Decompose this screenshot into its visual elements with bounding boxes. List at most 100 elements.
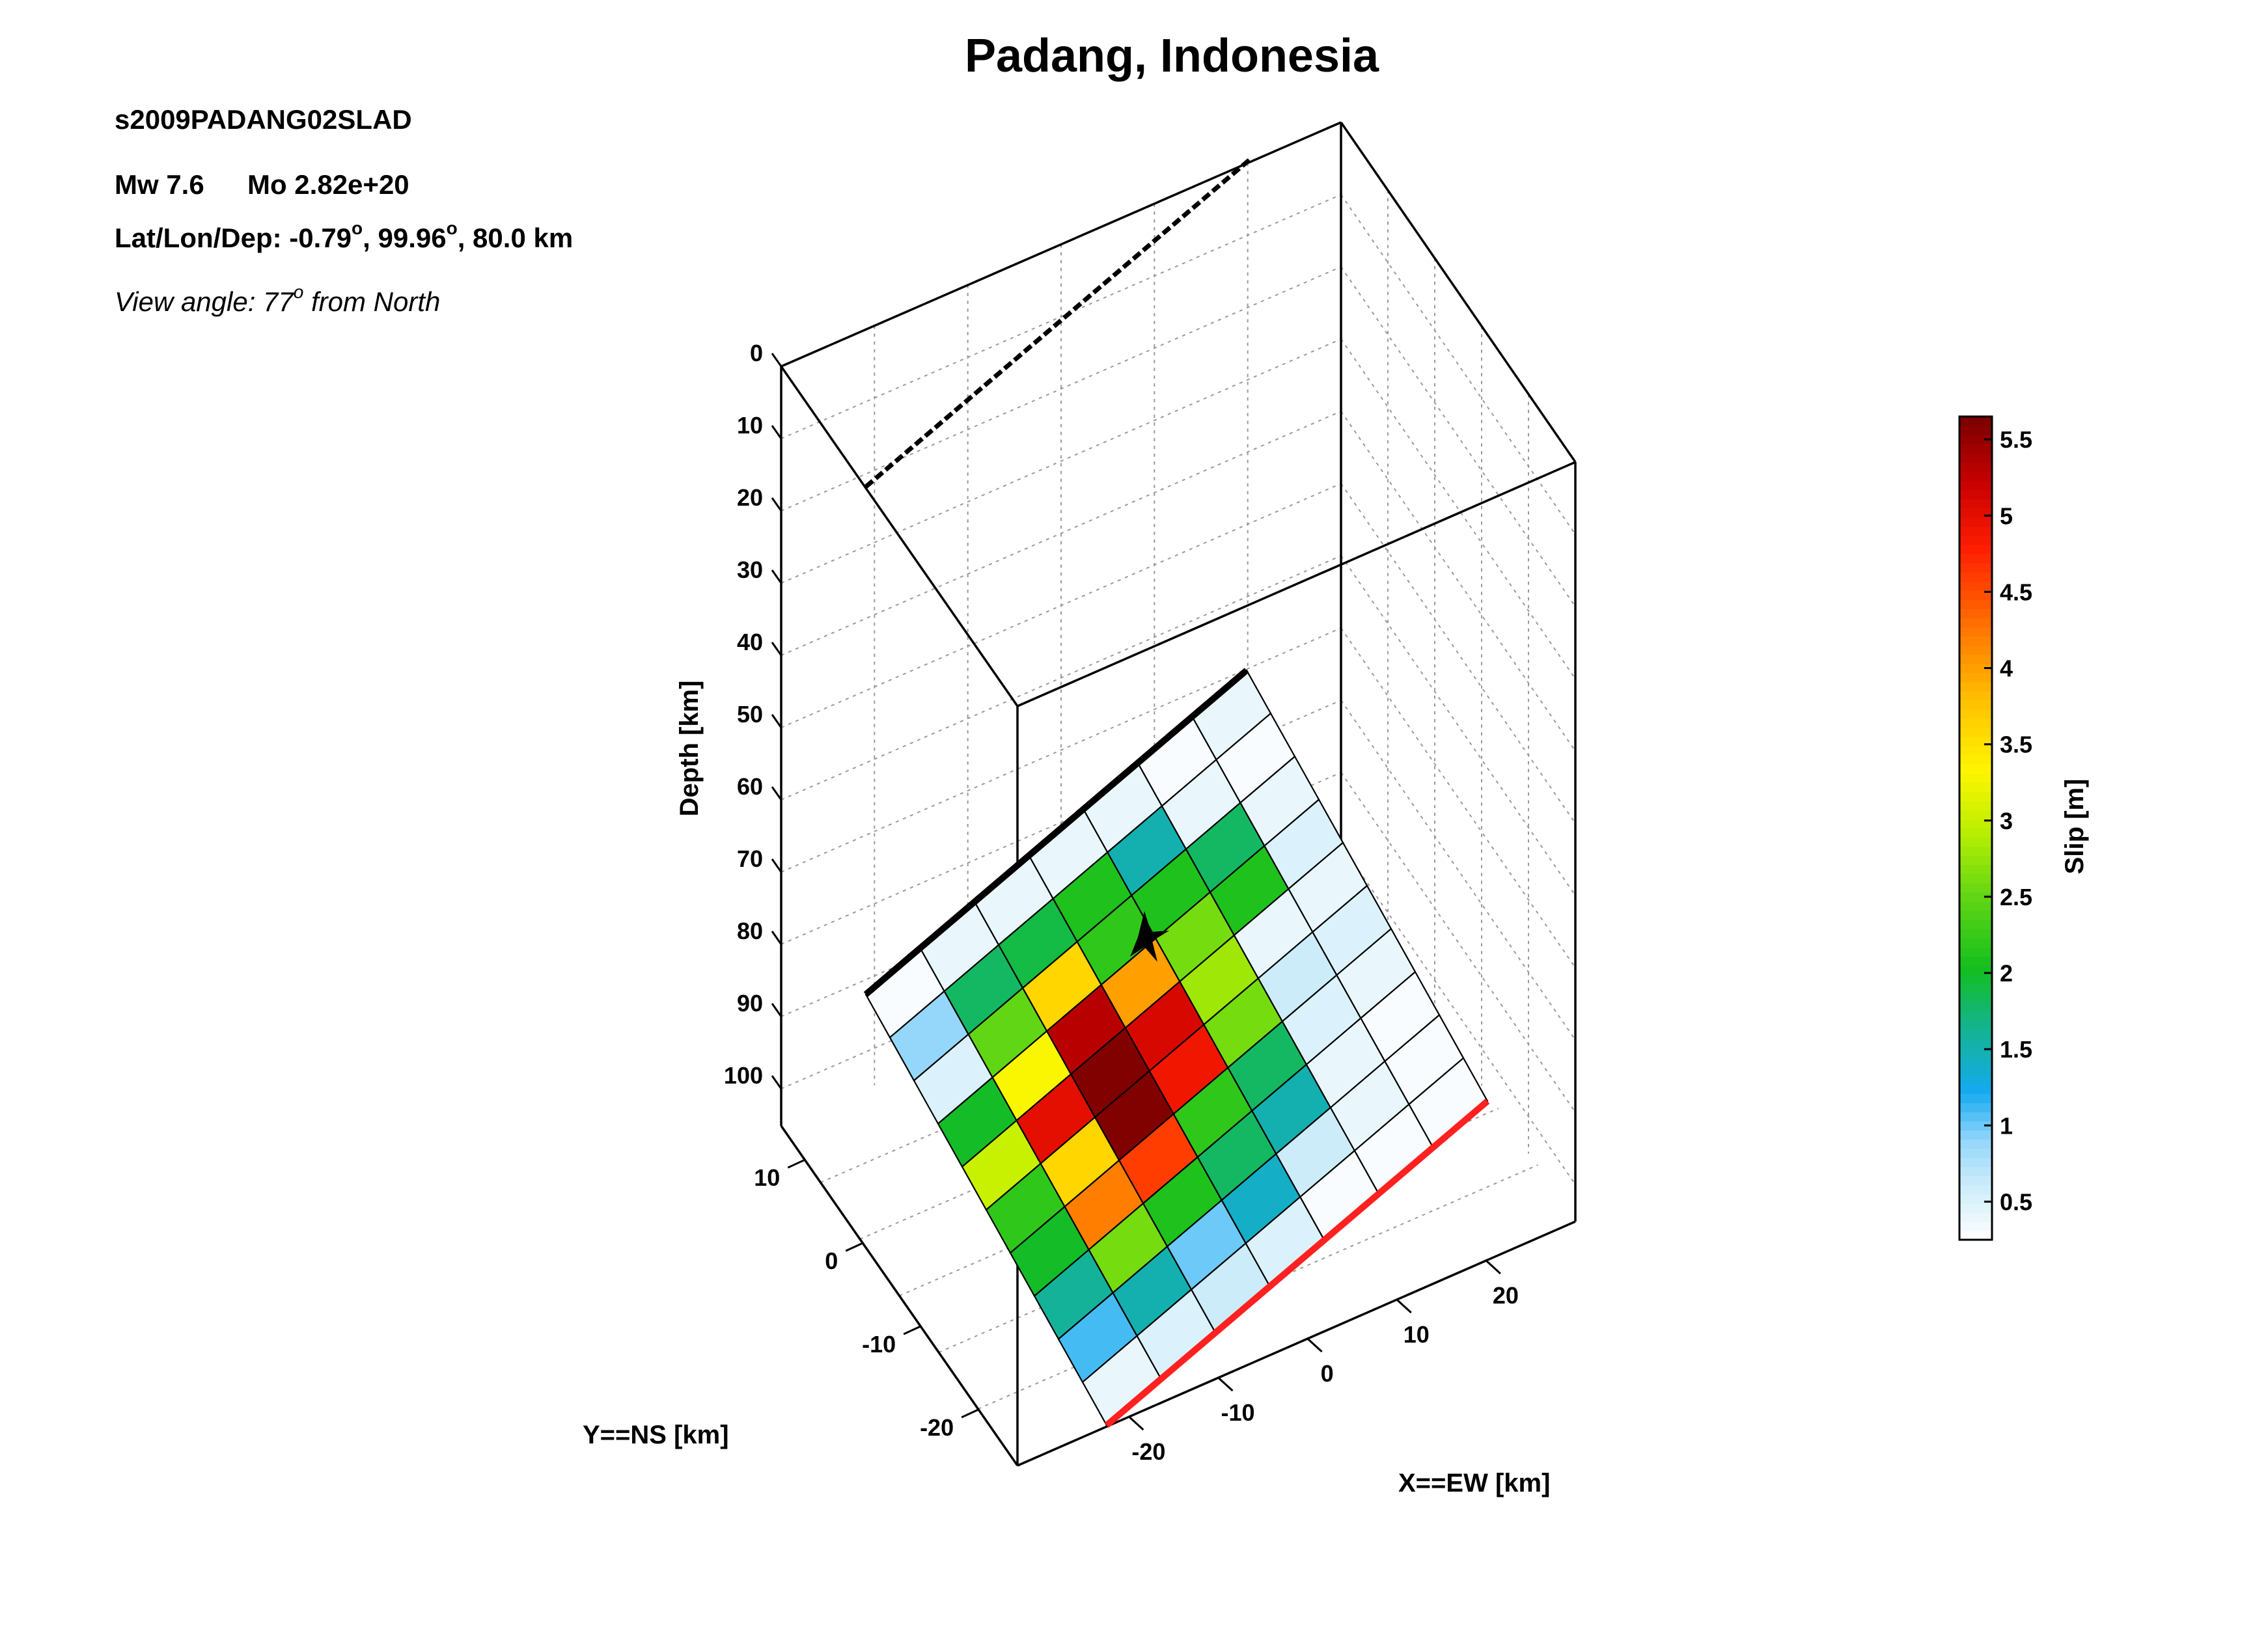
- colorbar-segment: [1959, 1194, 1992, 1204]
- ew-tick-label: 10: [1404, 1321, 1430, 1348]
- depth-tick-label: 60: [737, 773, 763, 800]
- colorbar-segment: [1959, 736, 1992, 746]
- colorbar-segment: [1959, 618, 1992, 628]
- colorbar-segment: [1959, 1157, 1992, 1168]
- colorbar-segment: [1959, 627, 1992, 637]
- colorbar-segment: [1959, 920, 1992, 929]
- colorbar-segment: [1959, 901, 1992, 911]
- colorbar-segment: [1959, 938, 1992, 948]
- ns-tick-label: 0: [825, 1248, 838, 1274]
- gridline-right-depth: [1340, 772, 1576, 1113]
- depth-axis-label: Depth [km]: [675, 681, 704, 817]
- gridline-right-depth: [1340, 555, 1576, 896]
- gridline-right-depth: [1340, 411, 1576, 752]
- depth-tick-label: 100: [724, 1062, 763, 1089]
- depth-tick-mark: [771, 1075, 782, 1089]
- ew-tick-mark: [1396, 1298, 1412, 1314]
- gridline-right-depth: [1340, 700, 1576, 1041]
- colorbar-segment: [1959, 571, 1992, 582]
- surface-trace: [864, 157, 1252, 489]
- colorbar-segment: [1959, 590, 1992, 600]
- colorbar-segment: [1959, 1121, 1992, 1131]
- colorbar-segment: [1959, 1038, 1992, 1048]
- colorbar-segment: [1959, 727, 1992, 737]
- colorbar-segment: [1959, 1065, 1992, 1076]
- colorbar-segment: [1959, 499, 1992, 509]
- ew-tick-mark: [1128, 1415, 1144, 1431]
- ns-tick-mark: [845, 1242, 863, 1252]
- colorbar-segment: [1959, 1175, 1992, 1186]
- colorbar-segment: [1959, 828, 1992, 838]
- colorbar-segment: [1959, 910, 1992, 920]
- depth-tick-mark: [771, 569, 782, 584]
- colorbar-segment: [1959, 1166, 1992, 1177]
- slip-colorbar: 0.5 1 1.5 2 2.5 3 3.5 4 4.5 5 5.5: [1958, 415, 2032, 1241]
- view-angle-suffix: from North: [303, 286, 440, 317]
- chart-title: Padang, Indonesia: [965, 30, 1379, 82]
- colorbar-segment: [1959, 746, 1992, 756]
- colorbar-segment: [1959, 553, 1992, 564]
- view-angle-label: View angle: 77o from North: [115, 282, 440, 317]
- colorbar-segment: [1959, 882, 1992, 893]
- colorbar-segment: [1959, 700, 1992, 710]
- colorbar-segment: [1959, 672, 1992, 683]
- gridline-back-depth: [781, 338, 1342, 584]
- box-edge-top-front: [1017, 461, 1576, 707]
- colorbar-segment: [1959, 846, 1992, 856]
- colorbar-segment: [1959, 1075, 1992, 1085]
- colorbar-segment: [1959, 1102, 1992, 1113]
- depth-tick-mark: [771, 714, 782, 728]
- colorbar-segment: [1959, 435, 1992, 444]
- moment-label: Mo 2.82e+20: [247, 169, 409, 200]
- depth-tick-mark: [771, 642, 782, 656]
- depth-tick-label: 70: [737, 845, 763, 872]
- colorbar-segment: [1959, 764, 1992, 774]
- colorbar-segment: [1959, 1203, 1992, 1213]
- colorbar-segment: [1959, 535, 1992, 545]
- colorbar-segment: [1959, 645, 1992, 655]
- colorbar-segment: [1959, 709, 1992, 719]
- depth-tick-label: 10: [737, 412, 763, 439]
- colorbar-segment: [1959, 526, 1992, 536]
- colorbar-tick-label: 1.5: [2000, 1036, 2032, 1063]
- colorbar-segment: [1959, 599, 1992, 609]
- colorbar-segment: [1959, 873, 1992, 884]
- location-suffix: , 80.0 km: [458, 223, 573, 253]
- colorbar-segment: [1959, 1011, 1992, 1021]
- colorbar-segment: [1959, 1230, 1992, 1240]
- colorbar-segment: [1959, 837, 1992, 847]
- gridline-back-depth: [781, 627, 1342, 873]
- colorbar-segment: [1959, 1130, 1992, 1140]
- depth-tick-label: 50: [737, 701, 763, 728]
- colorbar-tick-label: 1: [2000, 1112, 2013, 1139]
- ns-axis-label: Y==NS [km]: [583, 1421, 729, 1449]
- depth-tick-label: 90: [737, 990, 763, 1017]
- ns-axis-ticks: 10 0 -10 -20: [754, 1158, 979, 1441]
- colorbar-segment: [1959, 1184, 1992, 1195]
- colorbar-segment: [1959, 755, 1992, 765]
- location-prefix: Lat/Lon/Dep: -0.79: [115, 223, 352, 253]
- ew-tick-mark: [1307, 1337, 1323, 1353]
- colorbar-segment: [1959, 426, 1992, 435]
- ew-tick-label: 0: [1321, 1360, 1334, 1387]
- colorbar-segment: [1959, 417, 1992, 426]
- colorbar-segment: [1959, 581, 1992, 591]
- colorbar-segment: [1959, 508, 1992, 518]
- depth-tick-label: 20: [737, 484, 763, 511]
- location-lat-degree: o: [352, 218, 363, 238]
- colorbar-segment: [1959, 992, 1992, 1003]
- depth-tick-label: 80: [737, 918, 763, 944]
- colorbar-segment: [1959, 773, 1992, 784]
- colorbar-segment: [1959, 654, 1992, 664]
- ns-tick-mark: [961, 1408, 979, 1419]
- colorbar-tick-label: 2.5: [2000, 884, 2032, 910]
- colorbar-segment: [1959, 1056, 1992, 1067]
- colorbar-segment: [1959, 929, 1992, 938]
- depth-tick-label: 30: [737, 556, 763, 583]
- depth-tick-mark: [771, 497, 782, 512]
- colorbar-segment: [1959, 800, 1992, 811]
- colorbar-segment: [1959, 544, 1992, 554]
- depth-tick-mark: [771, 786, 782, 800]
- colorbar-segment: [1959, 819, 1992, 829]
- colorbar-segment: [1959, 864, 1992, 875]
